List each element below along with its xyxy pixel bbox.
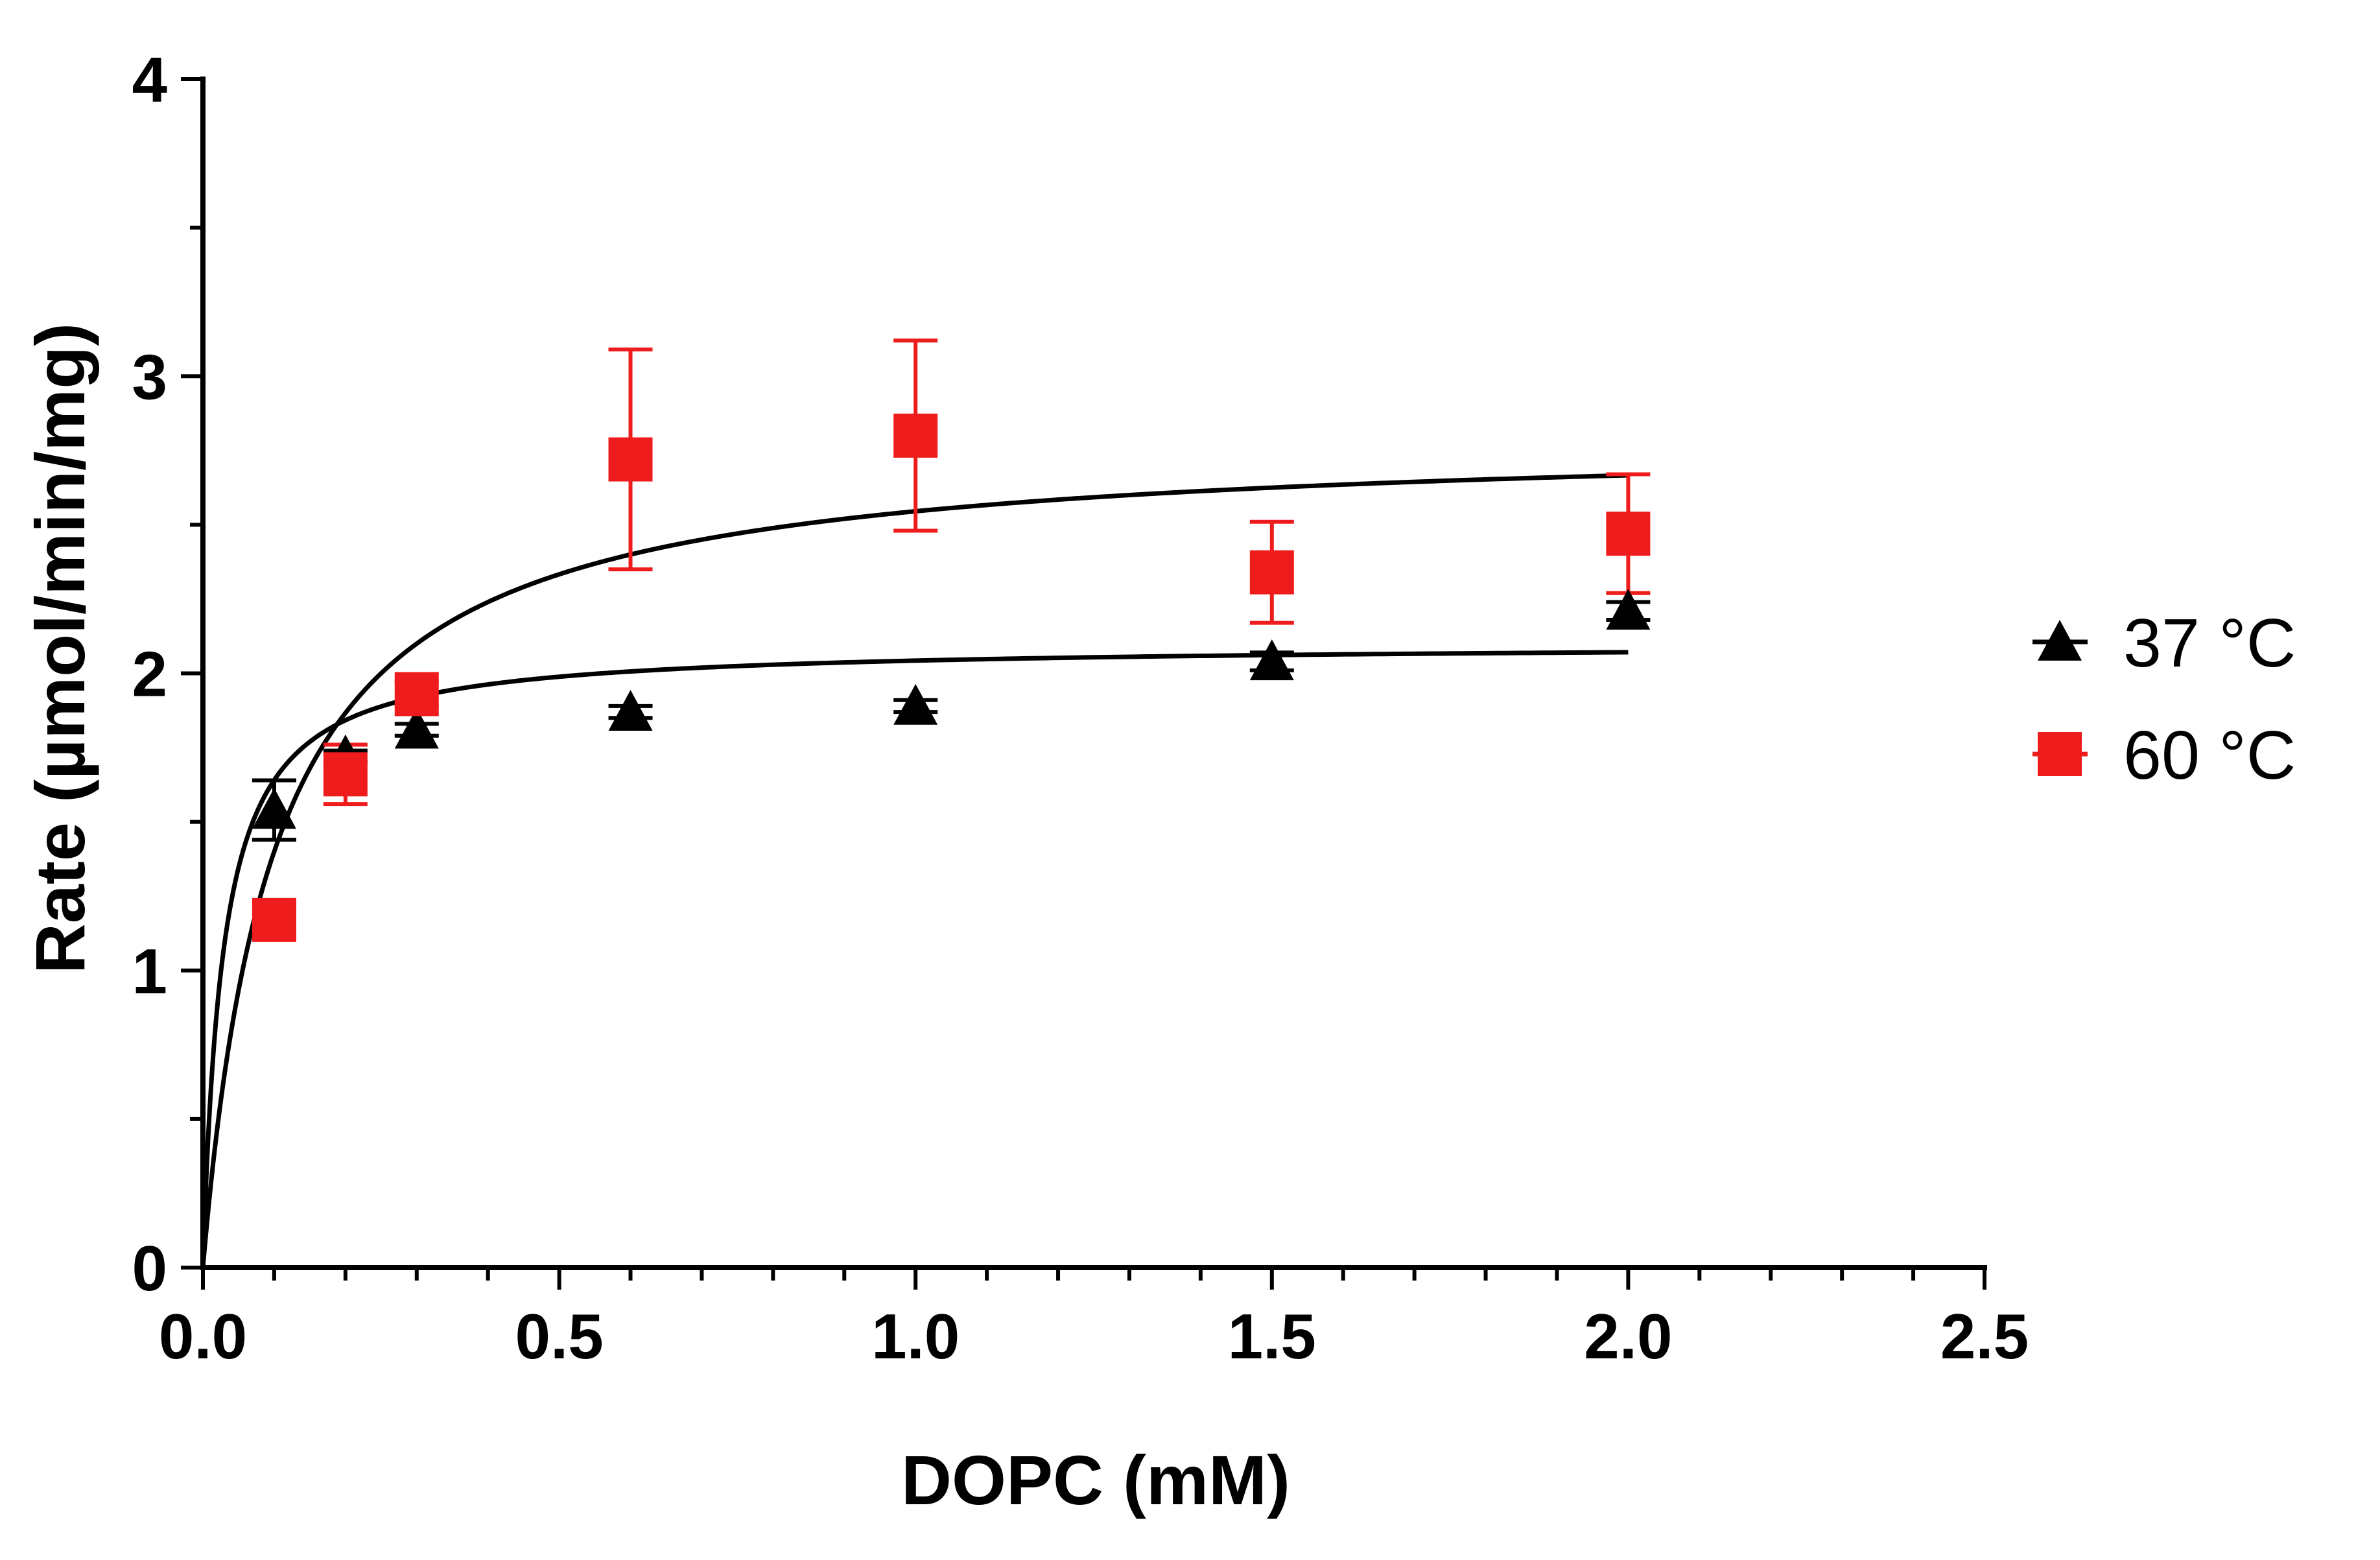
- x-tick-label: 0.0: [159, 1301, 247, 1372]
- fit-curve: [200, 473, 1629, 1268]
- legend-label: 60 °C: [2123, 717, 2296, 794]
- x-tick-label: 0.5: [515, 1301, 603, 1372]
- y-tick-label: 1: [132, 936, 167, 1007]
- x-tick-label: 1.5: [1228, 1301, 1316, 1372]
- axes: 0.0 0.5 1.0 1.5 2.0 2.5 0 1 2 3 4: [132, 44, 2029, 1372]
- square-marker: [1606, 512, 1651, 556]
- triangle-marker: [394, 707, 439, 749]
- legend-triangle-marker: [2038, 620, 2082, 661]
- triangle-marker: [1249, 639, 1294, 681]
- y-tick-label: 3: [132, 341, 167, 412]
- square-marker: [893, 413, 938, 458]
- legend-label: 37 °C: [2123, 605, 2296, 681]
- x-axis-title: DOPC (mM): [901, 1441, 1290, 1519]
- data-points: [252, 413, 1651, 942]
- fit-curve: [200, 650, 1629, 1268]
- y-tick-label: 2: [132, 639, 167, 710]
- triangle-marker: [252, 788, 296, 829]
- triangle-marker: [1606, 589, 1651, 630]
- error-bars: [252, 338, 1651, 937]
- y-axis-title: Rate (µmol/min/mg): [21, 323, 99, 974]
- x-tick-label: 2.5: [1940, 1301, 2029, 1372]
- triangle-marker: [608, 690, 653, 731]
- y-tick-label: 4: [132, 44, 167, 115]
- triangle-marker: [893, 683, 938, 725]
- square-marker: [323, 752, 368, 797]
- square-marker: [394, 672, 439, 716]
- square-marker: [1249, 550, 1294, 595]
- legend: 37 °C 60 °C: [2032, 605, 2296, 794]
- square-marker: [608, 437, 653, 482]
- x-tick-label: 1.0: [871, 1301, 960, 1372]
- legend-square-marker: [2038, 732, 2082, 776]
- y-tick-label: 0: [132, 1233, 167, 1304]
- x-tick-label: 2.0: [1584, 1301, 1672, 1372]
- square-marker: [252, 897, 296, 942]
- fit-curves: [200, 473, 1629, 1268]
